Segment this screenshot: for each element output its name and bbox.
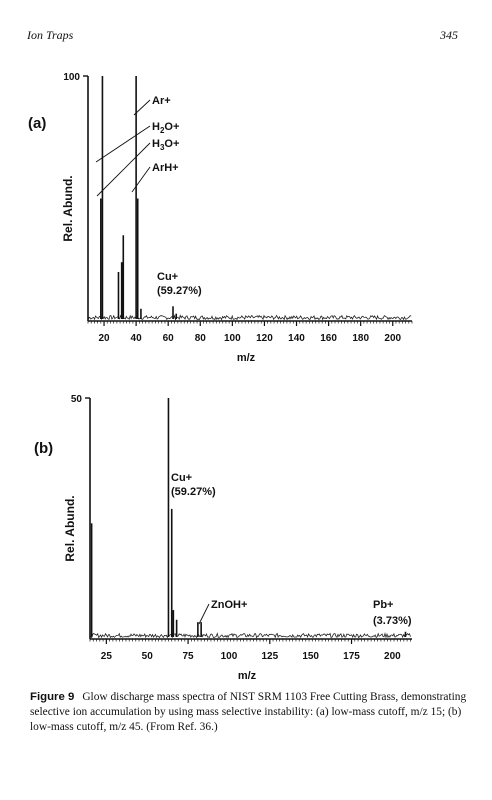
baseline-noise xyxy=(90,632,411,639)
peak-annotation: Cu+ xyxy=(157,271,178,283)
annotation-leader xyxy=(133,99,151,116)
peak-annotation: (59.27%) xyxy=(157,285,202,297)
panel-label: (b) xyxy=(34,440,53,457)
y-tick-label: 100 xyxy=(63,72,80,83)
annotation-leader xyxy=(96,142,151,197)
figure-caption: Figure 9 Glow discharge mass spectra of N… xyxy=(30,690,468,735)
x-tick-label: 20 xyxy=(98,333,110,344)
x-tick-label: 100 xyxy=(221,651,238,662)
y-tick-label: 50 xyxy=(71,394,83,405)
x-tick-label: 140 xyxy=(288,333,305,344)
annotation-leader xyxy=(95,125,151,163)
x-tick-label: 200 xyxy=(384,333,401,344)
x-tick-label: 125 xyxy=(261,651,278,662)
page-number: 345 xyxy=(440,28,458,42)
figure-9: 100 20 40 60 80 100 120 140 160 180 200 m/z Rel. Abu… xyxy=(28,72,413,682)
x-tick-label: 75 xyxy=(183,651,195,662)
baseline-noise xyxy=(88,314,412,321)
x-tick-label: 60 xyxy=(163,333,175,344)
peak-annotation: H2O+ xyxy=(152,121,179,135)
panel-label: (a) xyxy=(28,115,46,132)
x-axis-label: m/z xyxy=(238,670,257,682)
caption-label: Figure 9 xyxy=(30,691,75,703)
x-axis-label: m/z xyxy=(237,352,256,364)
x-tick-label: 25 xyxy=(101,651,113,662)
x-tick-label: 200 xyxy=(384,651,401,662)
x-tick-label: 175 xyxy=(343,651,360,662)
annotation-leader xyxy=(131,166,151,193)
x-tick-label: 50 xyxy=(142,651,154,662)
running-head: Ion Traps xyxy=(27,28,74,42)
x-tick-label: 40 xyxy=(131,333,143,344)
x-tick-label: 160 xyxy=(320,333,337,344)
peak-annotation: Pb+ xyxy=(373,599,393,611)
peak-annotation: Ar+ xyxy=(152,95,171,107)
x-tick-label: 120 xyxy=(256,333,273,344)
y-axis-label: Rel. Abund. xyxy=(61,175,75,241)
x-tick-label: 180 xyxy=(352,333,369,344)
peak-annotation: ZnOH+ xyxy=(211,599,247,611)
x-tick-label: 150 xyxy=(302,651,319,662)
peak-annotation: (59.27%) xyxy=(171,486,216,498)
peak-annotation: (3.73%) xyxy=(373,615,412,627)
peak-annotation: ArH+ xyxy=(152,162,179,174)
caption-text: Glow discharge mass spectra of NIST SRM … xyxy=(30,691,467,733)
annotation-leader xyxy=(198,603,210,625)
y-axis-label: Rel. Abund. xyxy=(63,495,77,561)
x-tick-label: 80 xyxy=(195,333,207,344)
peak-annotation: Cu+ xyxy=(171,472,192,484)
x-tick-label: 100 xyxy=(224,333,241,344)
peak-annotation: H3O+ xyxy=(152,138,179,152)
